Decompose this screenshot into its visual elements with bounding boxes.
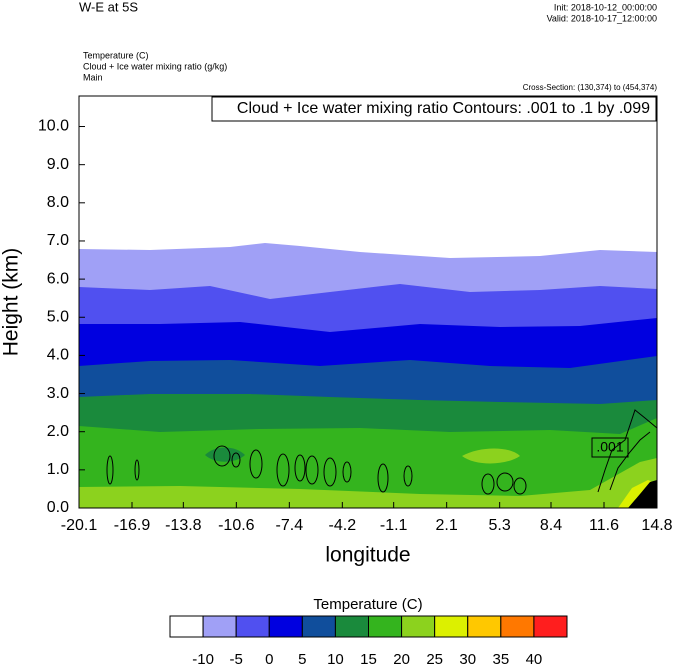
colorbar-box	[334, 615, 369, 638]
y-tick-label: 5.0	[47, 308, 69, 325]
y-tick-label: 0.0	[47, 499, 69, 516]
contour-label-box	[591, 437, 629, 458]
colorbar-label: -5	[229, 651, 242, 667]
init-label: Init: 2018-10-12_00:00:00	[554, 2, 657, 12]
colorbar-label: 40	[526, 651, 543, 667]
x-tick-label: -20.1	[61, 517, 98, 534]
colorbar-label: 35	[492, 651, 509, 667]
x-tick-label: -1.1	[380, 517, 408, 534]
colorbar-label: 30	[459, 651, 476, 667]
y-tick-label: 6.0	[47, 270, 69, 287]
x-tick-label: 8.4	[540, 517, 562, 534]
x-tick-label: -7.4	[276, 517, 304, 534]
y-tick-label: 7.0	[47, 232, 69, 249]
x-tick-label: -10.6	[218, 517, 255, 534]
chart-title: W-E at 5S	[79, 0, 138, 14]
y-tick-label: 1.0	[47, 461, 69, 478]
colorbar-box	[268, 615, 303, 638]
x-tick-label: 14.8	[641, 517, 672, 534]
contour-label: .001	[596, 439, 623, 455]
colorbar-title: Temperature (C)	[313, 596, 422, 613]
colorbar-box	[202, 615, 237, 638]
y-tick-label: 2.0	[47, 423, 69, 440]
contour-info: Cloud + Ice water mixing ratio Contours:…	[237, 100, 650, 117]
contour-lines	[106, 409, 658, 495]
y-axis-label: Height (km)	[0, 248, 23, 357]
colorbar-box	[368, 615, 403, 638]
filled-contours	[79, 96, 657, 508]
colorbar-label: 10	[327, 651, 344, 667]
run-label: Main	[83, 72, 103, 82]
x-tick-label: 2.1	[436, 517, 458, 534]
y-tick-label: 8.0	[47, 194, 69, 211]
x-tick-label: 11.6	[589, 517, 619, 534]
colorbar-label: 25	[426, 651, 443, 667]
x-tick-label: 5.3	[489, 517, 511, 534]
colorbar-box	[235, 615, 270, 638]
colorbar-box	[533, 615, 568, 638]
colorbar-box	[500, 615, 535, 638]
plot-frame	[78, 95, 658, 509]
x-tick-label: -13.8	[165, 517, 202, 534]
valid-label: Valid: 2018-10-17_12:00:00	[547, 13, 657, 23]
fill-band	[462, 448, 520, 464]
cross-section-label: Cross-Section: (130,374) to (454,374)	[523, 83, 658, 92]
colorbar-box	[401, 615, 436, 638]
y-tick-label: 4.0	[47, 347, 69, 364]
x-tick-label: -16.9	[114, 517, 151, 534]
colorbar-box	[169, 615, 204, 638]
colorbar-label: 15	[360, 651, 377, 667]
x-tick-label: -4.2	[329, 517, 357, 534]
fill-band	[79, 458, 657, 508]
terrain	[628, 480, 657, 508]
colorbar-box	[467, 615, 502, 638]
colorbar-label: -10	[192, 651, 214, 667]
colorbar-box	[301, 615, 336, 638]
contour-info-box	[211, 96, 657, 122]
colorbar-label: 5	[298, 651, 306, 667]
colorbar-label: 20	[393, 651, 410, 667]
y-tick-label: 3.0	[47, 385, 69, 402]
field-label: Temperature (C)	[83, 50, 149, 60]
colorbar-label: 0	[265, 651, 273, 667]
field-label: Cloud + Ice water mixing ratio (g/kg)	[83, 61, 227, 71]
x-axis-label: longitude	[325, 544, 410, 567]
y-tick-label: 10.0	[38, 118, 69, 135]
y-tick-label: 9.0	[47, 156, 69, 173]
colorbar-box	[434, 615, 469, 638]
